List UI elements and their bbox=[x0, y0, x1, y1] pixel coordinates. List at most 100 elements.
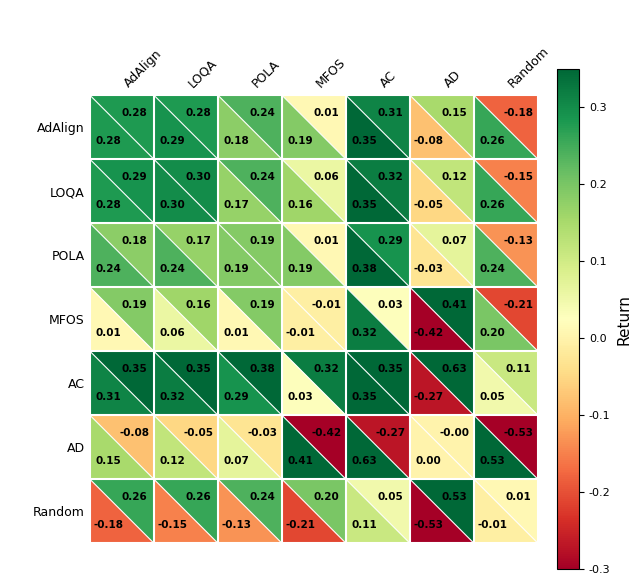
Polygon shape bbox=[346, 159, 410, 223]
Text: 0.01: 0.01 bbox=[224, 328, 250, 338]
Polygon shape bbox=[474, 351, 538, 415]
Text: 0.28: 0.28 bbox=[122, 108, 147, 118]
Text: -0.01: -0.01 bbox=[286, 328, 316, 338]
Polygon shape bbox=[346, 415, 410, 479]
Polygon shape bbox=[346, 95, 410, 159]
Text: 0.35: 0.35 bbox=[122, 364, 147, 374]
Polygon shape bbox=[410, 159, 474, 223]
Text: -0.00: -0.00 bbox=[440, 428, 469, 438]
Text: 0.19: 0.19 bbox=[250, 236, 275, 246]
Polygon shape bbox=[90, 415, 154, 479]
Polygon shape bbox=[346, 223, 410, 287]
Polygon shape bbox=[282, 223, 346, 287]
Polygon shape bbox=[154, 287, 218, 351]
Text: 0.12: 0.12 bbox=[160, 456, 186, 466]
Text: -0.03: -0.03 bbox=[248, 428, 277, 438]
Text: 0.41: 0.41 bbox=[288, 456, 314, 466]
Text: 0.17: 0.17 bbox=[186, 236, 211, 246]
Text: 0.53: 0.53 bbox=[480, 456, 506, 466]
Polygon shape bbox=[410, 159, 474, 223]
Text: 0.28: 0.28 bbox=[96, 200, 122, 210]
Text: 0.11: 0.11 bbox=[352, 520, 378, 530]
Polygon shape bbox=[474, 159, 538, 223]
Polygon shape bbox=[218, 159, 282, 223]
Text: 0.00: 0.00 bbox=[416, 456, 442, 466]
Polygon shape bbox=[346, 351, 410, 415]
Polygon shape bbox=[154, 415, 218, 479]
Text: 0.35: 0.35 bbox=[352, 136, 378, 146]
Polygon shape bbox=[474, 95, 538, 159]
Polygon shape bbox=[282, 287, 346, 351]
Text: 0.11: 0.11 bbox=[506, 364, 531, 374]
Polygon shape bbox=[474, 223, 538, 287]
Text: -0.42: -0.42 bbox=[413, 328, 444, 338]
Polygon shape bbox=[90, 351, 154, 415]
Polygon shape bbox=[154, 479, 218, 543]
Polygon shape bbox=[154, 351, 218, 415]
Y-axis label: Return: Return bbox=[616, 294, 631, 344]
Text: 0.16: 0.16 bbox=[288, 200, 314, 210]
Text: 0.26: 0.26 bbox=[122, 492, 147, 502]
Text: 0.35: 0.35 bbox=[186, 364, 211, 374]
Text: 0.63: 0.63 bbox=[442, 364, 467, 374]
Polygon shape bbox=[474, 479, 538, 543]
Text: 0.15: 0.15 bbox=[442, 108, 467, 118]
Text: 0.12: 0.12 bbox=[442, 172, 467, 182]
Text: 0.18: 0.18 bbox=[122, 236, 147, 246]
Polygon shape bbox=[218, 287, 282, 351]
Polygon shape bbox=[90, 287, 154, 351]
Polygon shape bbox=[154, 415, 218, 479]
Polygon shape bbox=[282, 95, 346, 159]
Text: -0.01: -0.01 bbox=[312, 300, 341, 310]
Polygon shape bbox=[282, 159, 346, 223]
Text: 0.38: 0.38 bbox=[352, 264, 378, 274]
Text: 0.24: 0.24 bbox=[250, 492, 275, 502]
Polygon shape bbox=[282, 479, 346, 543]
Polygon shape bbox=[90, 479, 154, 543]
Text: -0.21: -0.21 bbox=[504, 300, 533, 310]
Polygon shape bbox=[218, 351, 282, 415]
Polygon shape bbox=[346, 479, 410, 543]
Polygon shape bbox=[474, 287, 538, 351]
Text: 0.19: 0.19 bbox=[288, 264, 314, 274]
Text: 0.05: 0.05 bbox=[480, 392, 506, 402]
Polygon shape bbox=[410, 351, 474, 415]
Text: 0.24: 0.24 bbox=[250, 172, 275, 182]
Text: -0.05: -0.05 bbox=[184, 428, 213, 438]
Text: 0.03: 0.03 bbox=[378, 300, 403, 310]
Polygon shape bbox=[410, 351, 474, 415]
Text: -0.03: -0.03 bbox=[414, 264, 444, 274]
Text: 0.06: 0.06 bbox=[314, 172, 339, 182]
Text: 0.01: 0.01 bbox=[314, 108, 339, 118]
Text: 0.29: 0.29 bbox=[160, 136, 186, 146]
Text: 0.01: 0.01 bbox=[506, 492, 531, 502]
Text: -0.27: -0.27 bbox=[413, 392, 444, 402]
Polygon shape bbox=[282, 95, 346, 159]
Polygon shape bbox=[410, 95, 474, 159]
Polygon shape bbox=[218, 159, 282, 223]
Text: -0.15: -0.15 bbox=[158, 520, 188, 530]
Polygon shape bbox=[218, 223, 282, 287]
Polygon shape bbox=[346, 479, 410, 543]
Text: 0.20: 0.20 bbox=[480, 328, 506, 338]
Polygon shape bbox=[474, 287, 538, 351]
Polygon shape bbox=[474, 223, 538, 287]
Text: 0.20: 0.20 bbox=[314, 492, 339, 502]
Text: 0.32: 0.32 bbox=[378, 172, 403, 182]
Polygon shape bbox=[410, 287, 474, 351]
Polygon shape bbox=[218, 415, 282, 479]
Text: -0.21: -0.21 bbox=[286, 520, 316, 530]
Text: 0.18: 0.18 bbox=[224, 136, 250, 146]
Polygon shape bbox=[474, 95, 538, 159]
Text: 0.24: 0.24 bbox=[480, 264, 506, 274]
Text: 0.07: 0.07 bbox=[224, 456, 250, 466]
Polygon shape bbox=[474, 415, 538, 479]
Text: 0.17: 0.17 bbox=[224, 200, 250, 210]
Text: 0.19: 0.19 bbox=[288, 136, 314, 146]
Polygon shape bbox=[218, 479, 282, 543]
Text: -0.27: -0.27 bbox=[375, 428, 406, 438]
Polygon shape bbox=[346, 223, 410, 287]
Text: 0.26: 0.26 bbox=[480, 200, 506, 210]
Text: 0.15: 0.15 bbox=[96, 456, 122, 466]
Text: 0.63: 0.63 bbox=[352, 456, 378, 466]
